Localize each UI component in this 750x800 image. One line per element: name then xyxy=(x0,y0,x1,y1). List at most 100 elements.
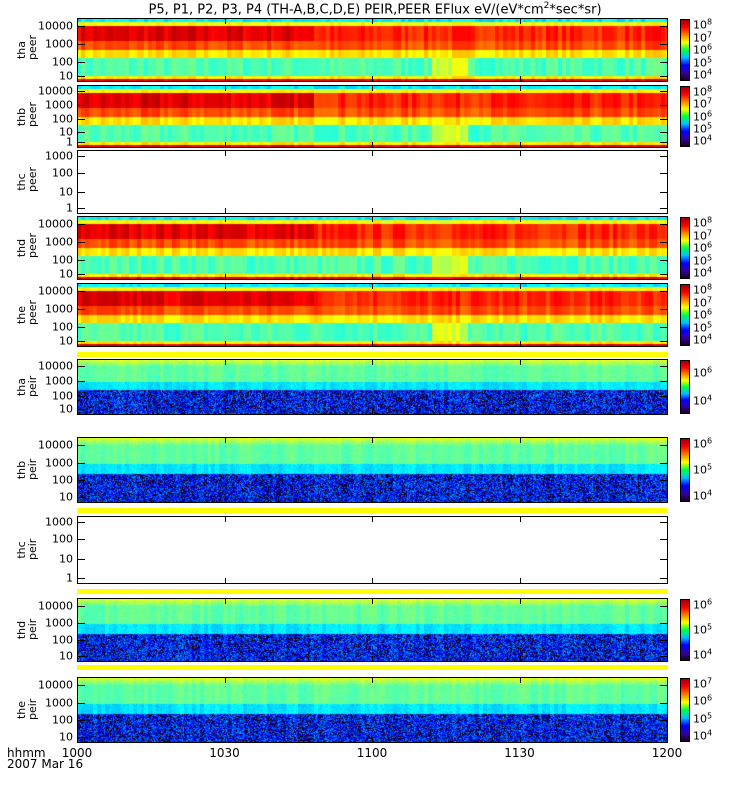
y-tick-mark xyxy=(77,341,85,342)
y-tick-label: 10 xyxy=(59,334,73,348)
x-tick-mark xyxy=(519,216,521,222)
x-tick-mark xyxy=(667,85,668,91)
y-tick-mark xyxy=(660,497,668,498)
x-tick-mark xyxy=(519,516,521,522)
y-tick-label: 10 xyxy=(59,402,73,416)
y-tick-mark xyxy=(77,578,85,579)
y-tick-label: 100 xyxy=(52,320,73,334)
panel-the-peir: the peir 10000 1000 100 10 107 106 105 104 xyxy=(15,677,712,743)
x-tick-mark xyxy=(224,150,226,156)
chart-title: P5, P1, P2, P3, P4 (TH-A,B,C,D,E) PEIR,P… xyxy=(148,1,602,18)
y-tick-mark xyxy=(660,156,668,157)
colorbar xyxy=(680,360,690,414)
x-tick-mark xyxy=(372,283,373,289)
y-tick-label: 100 xyxy=(52,253,73,267)
colorbar-exponent: 5 xyxy=(707,711,713,721)
y-tick-label: 1000 xyxy=(45,302,73,316)
fill-strip xyxy=(77,352,668,357)
y-tick-label: 1 xyxy=(66,135,73,149)
colorbar-tick-label: 104 xyxy=(693,265,713,280)
x-tick-mark xyxy=(372,437,373,443)
x-tick-mark xyxy=(667,283,668,289)
y-tick-mark xyxy=(660,445,668,447)
x-tick-mark xyxy=(77,359,78,365)
x-tick-mark xyxy=(77,142,78,148)
panel-the-peer: the peer 10000 1000 100 10 108 107 106 105 104 xyxy=(15,283,712,347)
colorbar-exponent: 8 xyxy=(707,17,713,27)
y-tick-mark xyxy=(660,558,668,560)
x-tick-mark xyxy=(519,497,521,503)
x-tick-mark xyxy=(519,142,521,148)
y-tick-mark xyxy=(77,639,85,641)
x-tick-mark xyxy=(224,142,226,148)
colorbar-exponent: 8 xyxy=(707,215,713,225)
y-tick-label: 100 xyxy=(52,55,73,69)
colorbar-tick-label: 104 xyxy=(693,728,713,743)
y-tick-label: 1000 xyxy=(45,98,73,112)
x-tick-mark xyxy=(667,409,668,415)
x-tick-mark xyxy=(667,437,668,443)
x-tick-mark xyxy=(667,274,668,280)
y-tick-mark xyxy=(660,737,668,738)
colorbar xyxy=(680,217,690,279)
x-tick-mark xyxy=(77,656,78,662)
x-tick-mark xyxy=(519,274,521,280)
colorbar-exponent: 4 xyxy=(707,488,713,498)
y-tick-mark xyxy=(77,685,85,687)
x-tick-mark xyxy=(224,409,226,415)
colorbar-tick-label: 106 xyxy=(693,109,713,123)
panel-frame xyxy=(77,283,668,347)
panel-thc-peer: thc peer 1000 100 10 1 xyxy=(15,150,668,214)
y-tick-mark xyxy=(77,44,85,46)
y-tick-mark xyxy=(77,224,85,226)
x-tick-mark xyxy=(77,737,78,743)
colorbar-exponent: 7 xyxy=(707,676,713,686)
y-tick-mark xyxy=(660,578,668,579)
y-tick-mark xyxy=(660,380,668,382)
x-tick-mark xyxy=(667,656,668,662)
x-tick-mark xyxy=(519,150,521,156)
y-tick-mark xyxy=(660,480,668,482)
y-axis-label: thc peer xyxy=(15,167,39,192)
x-tick-mark xyxy=(224,598,226,604)
x-tick-mark xyxy=(372,274,373,280)
panel-frame xyxy=(77,516,668,584)
y-tick-mark xyxy=(660,462,668,464)
x-tick-mark xyxy=(372,409,373,415)
panel-frame xyxy=(77,598,668,662)
y-tick-mark xyxy=(77,395,85,397)
y-tick-label: 10000 xyxy=(38,284,73,298)
x-tick-mark xyxy=(519,283,521,289)
y-tick-label: 10000 xyxy=(38,217,73,231)
y-tick-mark xyxy=(77,208,85,209)
x-tick-mark xyxy=(372,578,373,584)
x-tick-mark xyxy=(372,737,373,743)
colorbar-tick-label: 108 xyxy=(693,17,713,32)
y-tick-label: 1000 xyxy=(45,616,73,630)
instrument-name: peer xyxy=(26,34,39,60)
y-tick-mark xyxy=(660,274,668,275)
y-tick-mark xyxy=(77,480,85,482)
y-tick-label: 100 xyxy=(52,633,73,647)
instrument-name: peer xyxy=(26,232,39,258)
x-tick-mark xyxy=(224,656,226,662)
x-tick-mark xyxy=(77,150,78,156)
x-tick-mark xyxy=(372,142,373,148)
x-tick-mark xyxy=(667,341,668,347)
colorbar-tick-label: 105 xyxy=(693,55,713,69)
x-tick-mark xyxy=(519,737,521,743)
x-tick-mark xyxy=(667,18,668,24)
colorbar-exponent: 7 xyxy=(707,295,713,304)
colorbar-exponent: 4 xyxy=(707,647,713,657)
y-tick-mark xyxy=(77,132,85,134)
x-tick-mark xyxy=(77,677,78,683)
x-tick-mark xyxy=(77,409,78,415)
spectrogram-thd-peir xyxy=(77,598,668,662)
x-tick-mark xyxy=(224,437,226,443)
panel-frame xyxy=(77,677,668,743)
colorbar-exponent: 4 xyxy=(707,67,713,77)
colorbar-exponent: 4 xyxy=(707,332,713,342)
y-tick-mark xyxy=(77,720,85,722)
y-tick-mark xyxy=(660,44,668,46)
x-tick-mark xyxy=(519,208,521,214)
